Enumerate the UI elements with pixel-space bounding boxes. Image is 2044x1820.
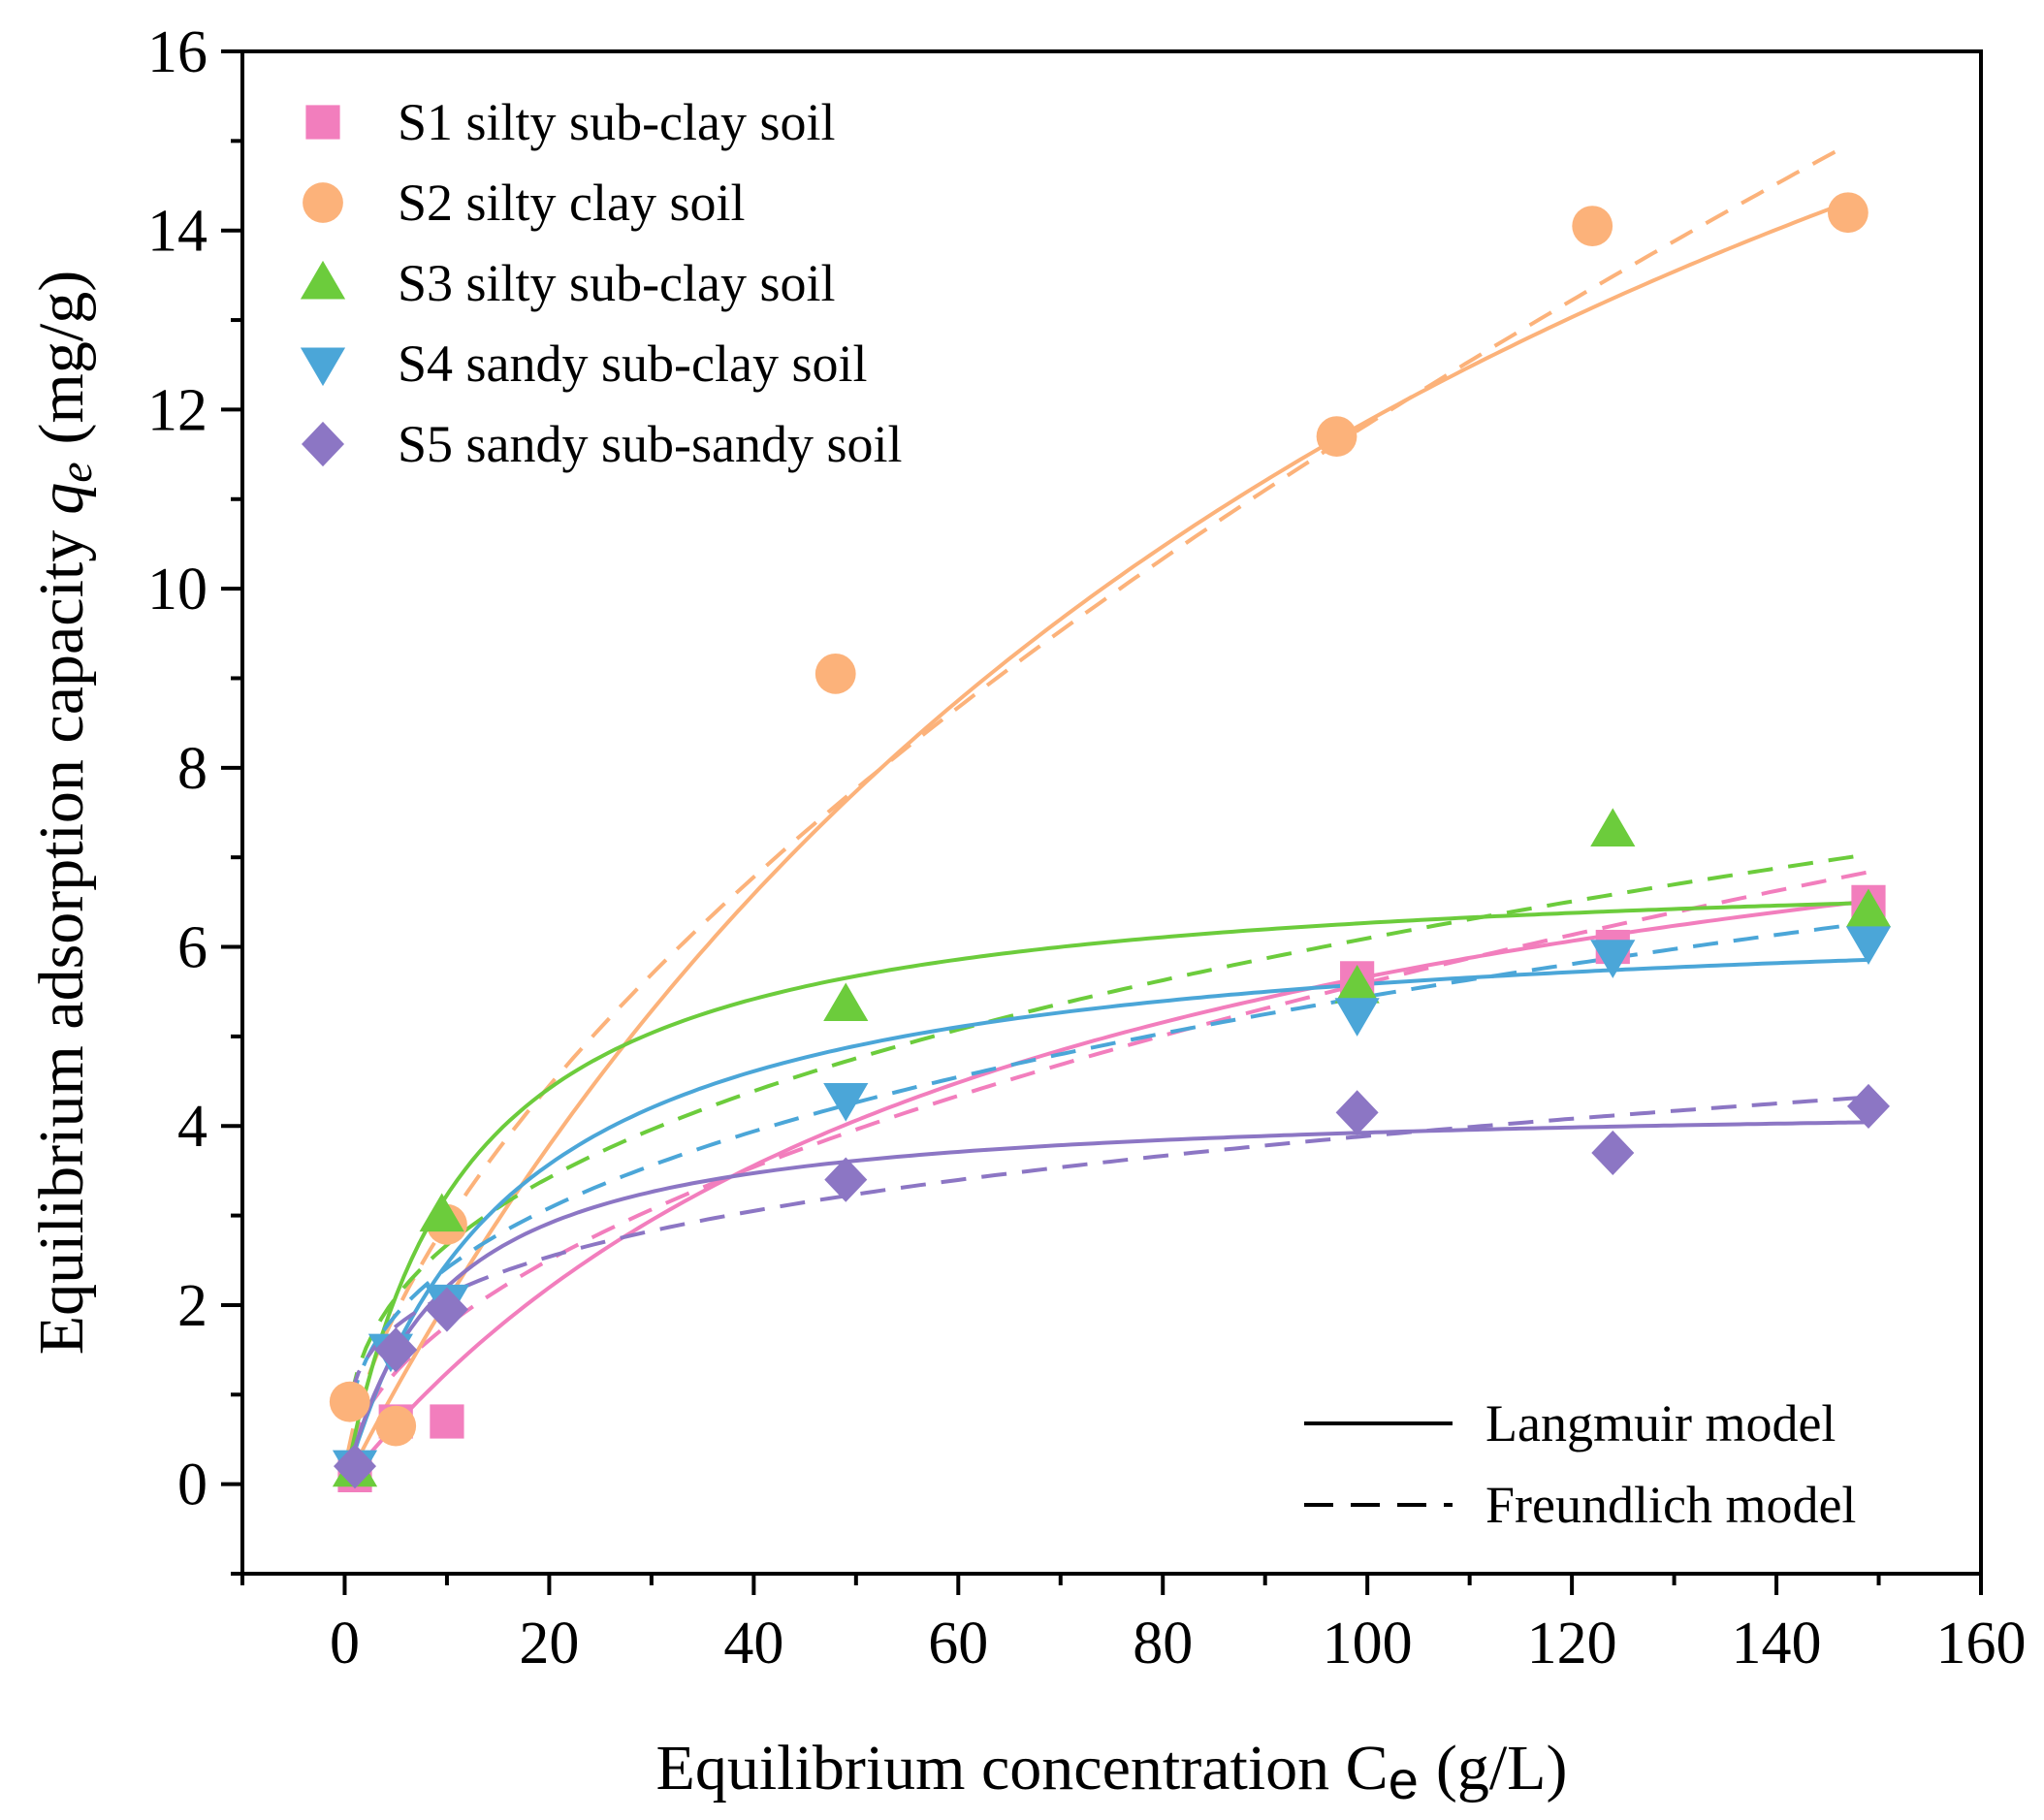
y-axis-title-unit: (mg/g) (26, 271, 97, 445)
model-legend: Langmuir model Freundlich model (1304, 1394, 1856, 1534)
legend-marker-s4 (300, 347, 346, 387)
y-axis-title: Equilibrium adsorption capacity qe (mg/g) (26, 271, 102, 1355)
data-point-s3 (1590, 808, 1636, 846)
legend-label-s1: S1 silty sub-clay soil (398, 93, 836, 151)
data-point-s2 (814, 653, 856, 694)
y-tick-label: 10 (147, 557, 208, 623)
data-point-s5 (1335, 1090, 1379, 1135)
legend-marker-s1 (305, 105, 340, 140)
data-point-s2 (329, 1381, 370, 1422)
y-tick-label: 0 (177, 1453, 208, 1518)
x-tick-label: 60 (928, 1611, 988, 1676)
x-tick-label: 0 (330, 1611, 360, 1676)
x-axis-title-unit: (g/L) (1436, 1733, 1568, 1804)
axis-tick-labels: 0 20 40 60 80 100 120 140 160 0 2 4 6 8 10 12 14 16 (147, 19, 2027, 1676)
data-point-s3 (419, 1193, 464, 1232)
data-point-s2 (375, 1405, 417, 1447)
data-point-s4 (1845, 926, 1892, 966)
y-tick-label: 14 (147, 199, 208, 265)
legend-label-s2: S2 silty clay soil (398, 174, 746, 232)
data-point-s4 (823, 1083, 869, 1122)
plot-frame (240, 49, 1983, 1576)
freundlich-curve-s3 (348, 852, 1869, 1398)
y-axis-title-variable: q (26, 483, 97, 515)
y-axis-title-text: Equilibrium adsorption capacity (26, 530, 97, 1355)
data-point-s3 (823, 982, 869, 1022)
data-point-s4 (1334, 998, 1380, 1037)
langmuir-curve-s2 (345, 200, 1849, 1480)
x-axis-title: Equilibrium concentration Ce (g/L) (656, 1733, 1568, 1810)
legend-label-s5: S5 sandy sub-sandy soil (398, 415, 903, 473)
x-tick-label: 120 (1527, 1611, 1617, 1676)
axis-ticks (221, 49, 1983, 1595)
legend-marker-s3 (300, 260, 346, 300)
series-legend: S1 silty sub-clay soil S2 silty clay soil… (300, 93, 903, 473)
y-tick-label: 16 (147, 19, 208, 85)
model-legend-label-solid: Langmuir model (1485, 1394, 1836, 1453)
x-tick-label: 80 (1133, 1611, 1193, 1676)
data-point-s1 (430, 1404, 464, 1439)
freundlich-curve-s2 (345, 143, 1849, 1454)
legend-marker-s5 (302, 421, 344, 467)
model-legend-label-dashed: Freundlich model (1485, 1476, 1856, 1534)
freundlich-curve-s1 (348, 870, 1869, 1447)
x-axis-title-text: Equilibrium concentration C (656, 1733, 1389, 1804)
data-point-s2 (1827, 192, 1868, 234)
x-tick-label: 40 (723, 1611, 783, 1676)
data-point-s4 (1590, 940, 1636, 978)
data-point-s5 (824, 1157, 868, 1202)
y-axis-title-subscript: e (50, 462, 102, 482)
data-point-s2 (1572, 206, 1613, 246)
legend-label-s4: S4 sandy sub-clay soil (398, 335, 867, 393)
x-tick-label: 140 (1732, 1611, 1822, 1676)
data-point-s5 (374, 1327, 418, 1373)
data-point-s3 (1845, 888, 1892, 928)
y-tick-label: 2 (177, 1273, 208, 1339)
y-tick-label: 12 (147, 377, 208, 443)
data-point-s5 (1591, 1130, 1635, 1176)
x-tick-label: 160 (1936, 1611, 2027, 1676)
legend-marker-s2 (303, 182, 343, 223)
data-point-s5 (334, 1444, 377, 1489)
data-markers (329, 192, 1892, 1493)
langmuir-curve-s3 (348, 901, 1869, 1454)
legend-label-s3: S3 silty sub-clay soil (398, 254, 836, 312)
x-axis-title-subscript: e (1389, 1749, 1419, 1810)
freundlich-curve-s5 (348, 1095, 1869, 1395)
data-point-s3 (1334, 964, 1380, 1004)
langmuir-curve-s5 (348, 1120, 1869, 1462)
x-tick-label: 20 (519, 1611, 579, 1676)
data-point-s5 (425, 1287, 468, 1332)
y-tick-label: 4 (177, 1094, 208, 1160)
data-point-s2 (1316, 416, 1357, 458)
y-tick-label: 8 (177, 736, 208, 802)
x-tick-label: 100 (1323, 1611, 1413, 1676)
data-point-s5 (1846, 1083, 1890, 1130)
y-tick-label: 6 (177, 915, 208, 981)
